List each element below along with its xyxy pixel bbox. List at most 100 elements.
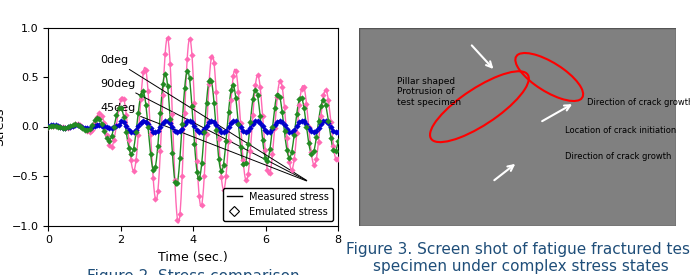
Point (308, 130, 319, 135)
Point (201, 100, 212, 105)
Point (208, 101, 219, 105)
Point (284, 130, 295, 134)
Point (286, 150, 297, 154)
Point (62, 125, 73, 130)
Point (121, 112, 132, 117)
Point (247, 122, 258, 126)
Point (81, 128, 92, 133)
Point (284, 160, 295, 164)
Point (84, 130, 95, 134)
Point (52, 124, 63, 128)
Point (104, 143, 115, 147)
Point (194, 194, 205, 199)
Point (286, 130, 297, 134)
Point (313, 139, 324, 144)
Point (186, 52, 197, 57)
Point (288, 133, 299, 137)
Point (204, 120, 215, 124)
Point (77, 125, 88, 129)
Point (108, 138, 119, 142)
Point (264, 171, 275, 175)
Point (135, 120, 146, 125)
Point (216, 130, 227, 134)
Point (255, 113, 266, 118)
Point (296, 119, 307, 123)
Point (126, 130, 137, 134)
Point (138, 89, 149, 94)
Point (75, 124, 86, 128)
Point (81, 126, 92, 130)
Point (177, 126, 188, 131)
Point (267, 125, 278, 130)
Point (282, 148, 293, 153)
Point (230, 119, 241, 123)
Point (274, 118, 285, 123)
Point (81, 129, 92, 133)
Point (274, 94, 285, 99)
Point (162, 36, 173, 40)
Point (240, 160, 251, 165)
Point (301, 102, 312, 106)
Point (79, 127, 90, 132)
Point (228, 74, 239, 78)
Legend: Measured stress, Emulated stress: Measured stress, Emulated stress (224, 188, 333, 221)
Point (253, 73, 264, 78)
Point (330, 148, 341, 153)
Point (218, 187, 229, 192)
Point (272, 92, 283, 97)
Point (116, 118, 127, 123)
Point (167, 150, 178, 155)
Point (162, 119, 173, 123)
Point (116, 106, 127, 110)
Point (196, 203, 207, 207)
Point (191, 128, 202, 132)
Point (170, 178, 181, 182)
Point (328, 147, 339, 152)
Point (133, 124, 144, 128)
Point (143, 125, 154, 129)
Point (175, 155, 186, 160)
Point (250, 119, 261, 123)
Point (152, 144, 164, 148)
Point (257, 114, 268, 119)
Point (48, 124, 59, 128)
Point (277, 120, 288, 124)
Point (79, 126, 90, 131)
Point (46, 123, 57, 128)
Point (87, 125, 98, 129)
Point (111, 124, 122, 128)
Point (145, 126, 156, 131)
Point (123, 127, 134, 132)
Point (189, 124, 200, 128)
Point (206, 79, 217, 84)
Point (233, 90, 244, 94)
Point (204, 79, 215, 83)
Point (320, 103, 331, 108)
Point (240, 130, 251, 135)
Point (164, 62, 175, 67)
Point (138, 119, 149, 123)
Point (304, 126, 315, 130)
Point (99, 129, 110, 133)
Point (157, 82, 168, 86)
Text: 45deg: 45deg (101, 103, 306, 181)
Point (67, 123, 78, 128)
Point (208, 61, 219, 65)
FancyBboxPatch shape (359, 28, 676, 226)
Point (204, 82, 215, 86)
Point (255, 84, 266, 89)
Point (121, 130, 132, 134)
Point (72, 122, 83, 127)
Point (181, 119, 193, 123)
Point (111, 113, 122, 118)
Point (167, 112, 178, 116)
Point (328, 128, 339, 133)
Point (325, 125, 336, 129)
Point (50, 123, 61, 128)
Point (279, 105, 290, 109)
Point (55, 125, 66, 129)
Point (315, 113, 326, 118)
Point (148, 167, 159, 172)
Point (315, 122, 326, 126)
Point (291, 131, 302, 136)
